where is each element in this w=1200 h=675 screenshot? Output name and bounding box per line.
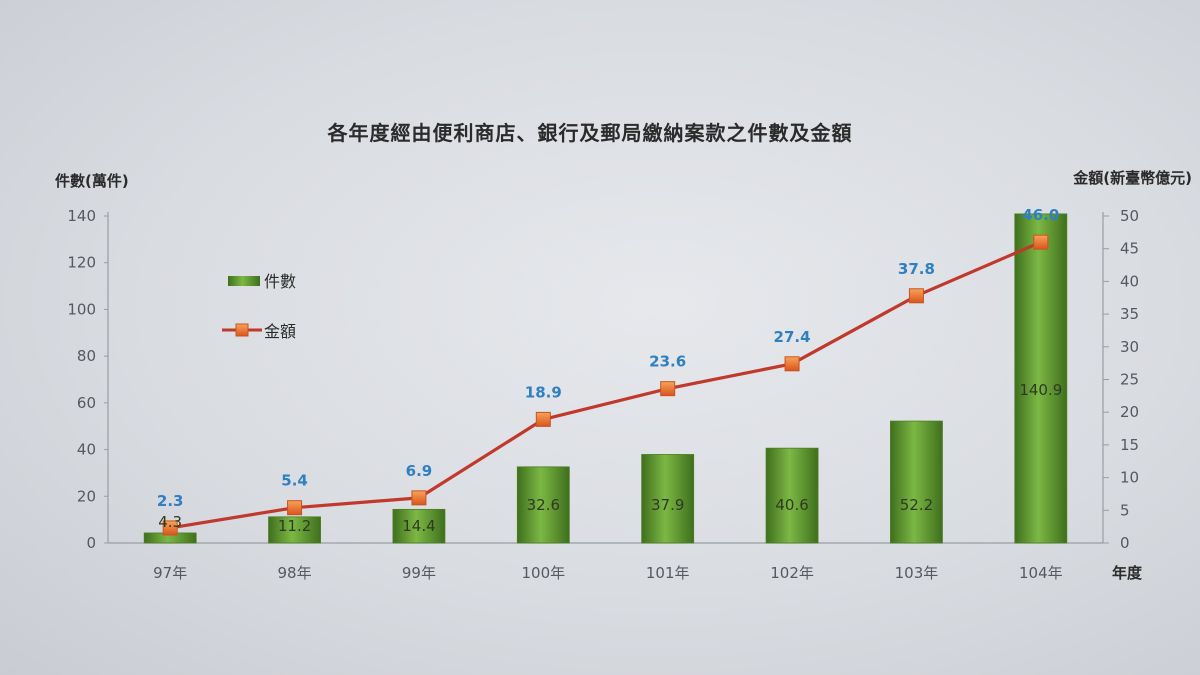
line-point: [287, 500, 303, 516]
legend-line-marker: [235, 323, 249, 337]
bar: [268, 516, 321, 544]
bar-value-label: 37.9: [651, 496, 684, 514]
legend-bar-label: 件數: [264, 272, 296, 291]
x-tick-label: 99年: [402, 564, 436, 582]
legend-bar-swatch: [228, 276, 260, 286]
y-right-tick-label: 15: [1120, 436, 1139, 454]
y-left-tick-label: 140: [67, 207, 96, 225]
x-tick-label: 102年: [770, 564, 814, 582]
bar: [392, 508, 446, 544]
line-series: [162, 234, 1049, 536]
line-point: [660, 381, 676, 397]
y-right-tick-label: 45: [1120, 240, 1139, 258]
line-value-label: 18.9: [525, 383, 562, 401]
bar: [890, 420, 943, 544]
bar: [765, 447, 819, 544]
y-axis-right-title: 金額(新臺幣億元): [1072, 169, 1192, 187]
line-point: [535, 411, 551, 427]
bar-value-label: 140.9: [1019, 381, 1062, 399]
y-left-tick-label: 0: [86, 534, 96, 552]
line-value-label: 2.3: [157, 492, 184, 510]
y-left-tick-label: 20: [77, 487, 96, 505]
labels: 4.3 11.2 14.4 32.6 37.9 40.6 52.2 140.9 2.3 5.4 6.…: [157, 206, 1062, 535]
line-value-label: 27.4: [774, 328, 811, 346]
bar: [1014, 213, 1068, 544]
bar-value-label: 52.2: [900, 496, 933, 514]
y-left-tick-label: 100: [67, 300, 96, 318]
bar: [641, 454, 695, 544]
line-value-label: 37.8: [898, 260, 935, 278]
y-right-tick-label: 40: [1120, 272, 1139, 290]
bar-value-label: 14.4: [402, 517, 435, 535]
line-value-label: 5.4: [281, 472, 308, 490]
legend-line-label: 金額: [264, 322, 296, 341]
bar-value-label: 11.2: [278, 517, 311, 535]
chart-title: 各年度經由便利商店、銀行及郵局繳納案款之件數及金額: [327, 121, 853, 145]
axes: 0 20 40 60 80 100 120 140 0 5 10 15 20 25 30 35 40 45 50 97…: [67, 207, 1139, 582]
y-axis-left-title: 件數(萬件): [55, 172, 129, 190]
line-point: [1033, 234, 1049, 250]
line-point: [162, 520, 178, 536]
bar-value-label: 32.6: [527, 496, 560, 514]
bar-value-label: 4.3: [158, 513, 182, 531]
line-point: [908, 288, 924, 304]
x-tick-label: 103年: [895, 564, 939, 582]
x-tick-label: 104年: [1019, 564, 1063, 582]
y-left-tick-label: 60: [77, 394, 96, 412]
x-tick-label: 101年: [646, 564, 690, 582]
y-right-tick-label: 25: [1120, 371, 1139, 389]
y-right-tick-label: 0: [1120, 534, 1130, 552]
x-tick-label: 97年: [153, 564, 187, 582]
line-point: [784, 356, 800, 372]
y-right-tick-label: 50: [1120, 207, 1139, 225]
x-tick-label: 100年: [521, 564, 565, 582]
y-left-tick-label: 40: [77, 441, 96, 459]
y-right-tick-label: 35: [1120, 305, 1139, 323]
y-right-tick-label: 5: [1120, 501, 1130, 519]
bar-value-label: 40.6: [775, 496, 808, 514]
line-value-label: 46.0: [1022, 206, 1059, 224]
line-point: [411, 490, 427, 506]
line-value-label: 6.9: [406, 462, 433, 480]
y-right-tick-label: 20: [1120, 403, 1139, 421]
y-left-tick-label: 80: [77, 347, 96, 365]
y-right-tick-label: 10: [1120, 469, 1139, 487]
y-left-tick-label: 120: [67, 254, 96, 272]
legend: 件數 金額: [222, 272, 296, 341]
amount-line: [169, 240, 1042, 530]
y-right-tick-label: 30: [1120, 338, 1139, 356]
x-tick-label: 98年: [278, 564, 312, 582]
bar-series: [143, 213, 1068, 544]
x-axis-title: 年度: [1112, 564, 1143, 582]
bar: [516, 466, 570, 544]
line-value-label: 23.6: [649, 353, 686, 371]
